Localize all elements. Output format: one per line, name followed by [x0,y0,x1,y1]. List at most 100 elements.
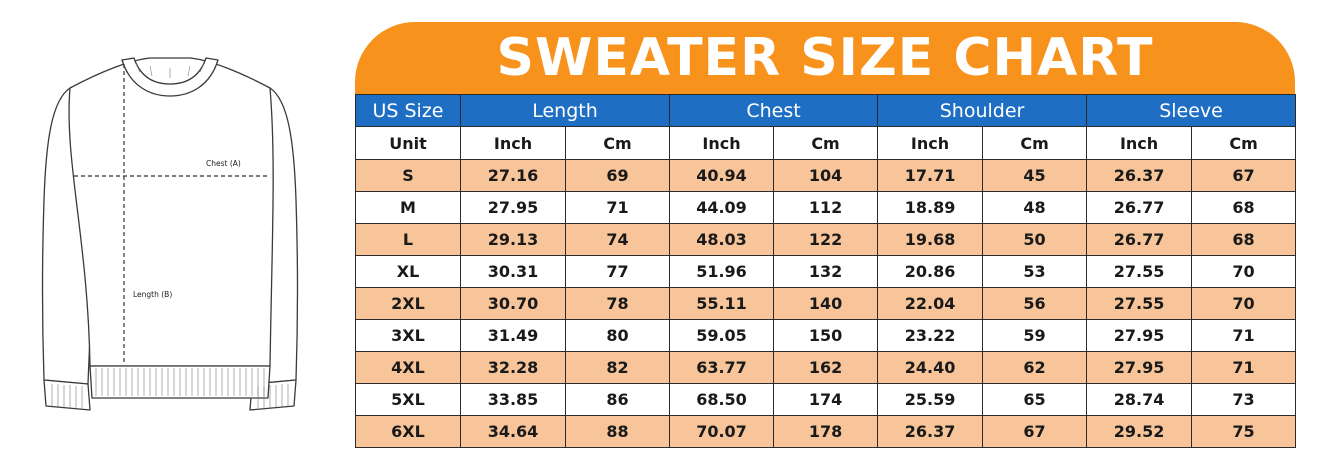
group-header-row: US Size Length Chest Shoulder Sleeve [355,94,1297,127]
measurement-cell: 31.49 [460,319,566,352]
unit-cell: Cm [564,126,671,160]
measurement-cell: 67 [1191,159,1297,192]
measurement-cell: 68 [1191,223,1297,256]
measurement-cell: 78 [564,287,671,320]
measurement-cell: 30.31 [460,255,566,288]
table-row: L 29.13 74 48.03 122 19.68 50 26.77 68 [355,223,1297,256]
measurement-cell: 27.16 [460,159,566,192]
measurement-cell: 48.03 [669,223,775,256]
table-row: 4XL 32.28 82 63.77 162 24.40 62 27.95 71 [355,351,1297,384]
measurement-cell: 82 [564,351,671,384]
measurement-cell: 27.95 [1086,319,1193,352]
measurement-cell: 24.40 [877,351,984,384]
measurement-cell: 56 [982,287,1088,320]
measurement-cell: 174 [773,383,879,416]
measurement-cell: 28.74 [1086,383,1193,416]
size-label-cell: 2XL [355,287,461,320]
measurement-cell: 27.95 [1086,351,1193,384]
measurement-cell: 122 [773,223,879,256]
header-length: Length [459,94,671,127]
measurement-cell: 132 [773,255,879,288]
measurement-cell: 26.77 [1086,223,1193,256]
measurement-cell: 112 [773,191,879,224]
measurement-cell: 18.89 [877,191,984,224]
size-label-cell: 6XL [355,415,461,448]
measurement-cell: 88 [564,415,671,448]
measurement-cell: 70 [1191,255,1297,288]
unit-cell: Inch [877,126,984,160]
measurement-cell: 63.77 [669,351,775,384]
measurement-cell: 67 [982,415,1088,448]
sweater-icon: Chest (A) Length (B) [41,57,299,411]
size-label-cell: XL [355,255,461,288]
table-row: 2XL 30.70 78 55.11 140 22.04 56 27.55 70 [355,287,1297,320]
measurement-cell: 27.55 [1086,255,1193,288]
table-row: 3XL 31.49 80 59.05 150 23.22 59 27.95 71 [355,319,1297,352]
size-label-cell: M [355,191,461,224]
measurement-cell: 75 [1191,415,1297,448]
measurement-cell: 33.85 [460,383,566,416]
unit-cell: Unit [355,126,461,160]
measurement-cell: 32.28 [460,351,566,384]
measurement-cell: 23.22 [877,319,984,352]
measurement-cell: 68 [1191,191,1297,224]
measurement-cell: 80 [564,319,671,352]
size-label-cell: L [355,223,461,256]
measurement-cell: 86 [564,383,671,416]
measurement-cell: 59 [982,319,1088,352]
measurement-cell: 45 [982,159,1088,192]
measurement-cell: 29.52 [1086,415,1193,448]
header-us-size: US Size [355,94,461,127]
size-table: US Size Length Chest Shoulder Sleeve Uni… [355,94,1297,448]
measurement-cell: 44.09 [669,191,775,224]
measurement-cell: 22.04 [877,287,984,320]
table-row: S 27.16 69 40.94 104 17.71 45 26.37 67 [355,159,1297,192]
size-label-cell: 3XL [355,319,461,352]
measurement-cell: 71 [564,191,671,224]
measurement-cell: 27.55 [1086,287,1193,320]
unit-cell: Cm [773,126,879,160]
measurement-cell: 29.13 [460,223,566,256]
measurement-cell: 71 [1191,319,1297,352]
measurement-cell: 17.71 [877,159,984,192]
unit-cell: Inch [460,126,566,160]
measurement-cell: 25.59 [877,383,984,416]
measurement-cell: 69 [564,159,671,192]
measurement-cell: 162 [773,351,879,384]
measurement-cell: 34.64 [460,415,566,448]
measurement-cell: 62 [982,351,1088,384]
measurement-cell: 26.77 [1086,191,1193,224]
measurement-cell: 77 [564,255,671,288]
header-chest: Chest [669,94,879,127]
chest-label: Chest (A) [206,159,241,168]
size-label-cell: 5XL [355,383,461,416]
measurement-cell: 26.37 [1086,159,1193,192]
measurement-cell: 50 [982,223,1088,256]
header-shoulder: Shoulder [877,94,1088,127]
measurement-cell: 73 [1191,383,1297,416]
length-label: Length (B) [133,290,172,299]
measurement-cell: 65 [982,383,1088,416]
table-row: 6XL 34.64 88 70.07 178 26.37 67 29.52 75 [355,415,1297,448]
title-banner: SWEATER SIZE CHART [355,22,1295,94]
unit-header-row: Unit Inch Cm Inch Cm Inch Cm Inch Cm [355,126,1297,160]
table-row: XL 30.31 77 51.96 132 20.86 53 27.55 70 [355,255,1297,288]
chart-title: SWEATER SIZE CHART [496,28,1154,88]
measurement-cell: 53 [982,255,1088,288]
measurement-cell: 74 [564,223,671,256]
header-sleeve: Sleeve [1086,94,1297,127]
measurement-cell: 40.94 [669,159,775,192]
measurement-cell: 71 [1191,351,1297,384]
size-chart: SWEATER SIZE CHART US Size Length Chest … [355,22,1297,448]
unit-cell: Inch [1086,126,1193,160]
measurement-cell: 59.05 [669,319,775,352]
measurement-cell: 150 [773,319,879,352]
measurement-cell: 104 [773,159,879,192]
measurement-cell: 140 [773,287,879,320]
measurement-cell: 70 [1191,287,1297,320]
table-row: 5XL 33.85 86 68.50 174 25.59 65 28.74 73 [355,383,1297,416]
measurement-cell: 19.68 [877,223,984,256]
measurement-cell: 70.07 [669,415,775,448]
measurement-cell: 30.70 [460,287,566,320]
unit-cell: Inch [669,126,775,160]
